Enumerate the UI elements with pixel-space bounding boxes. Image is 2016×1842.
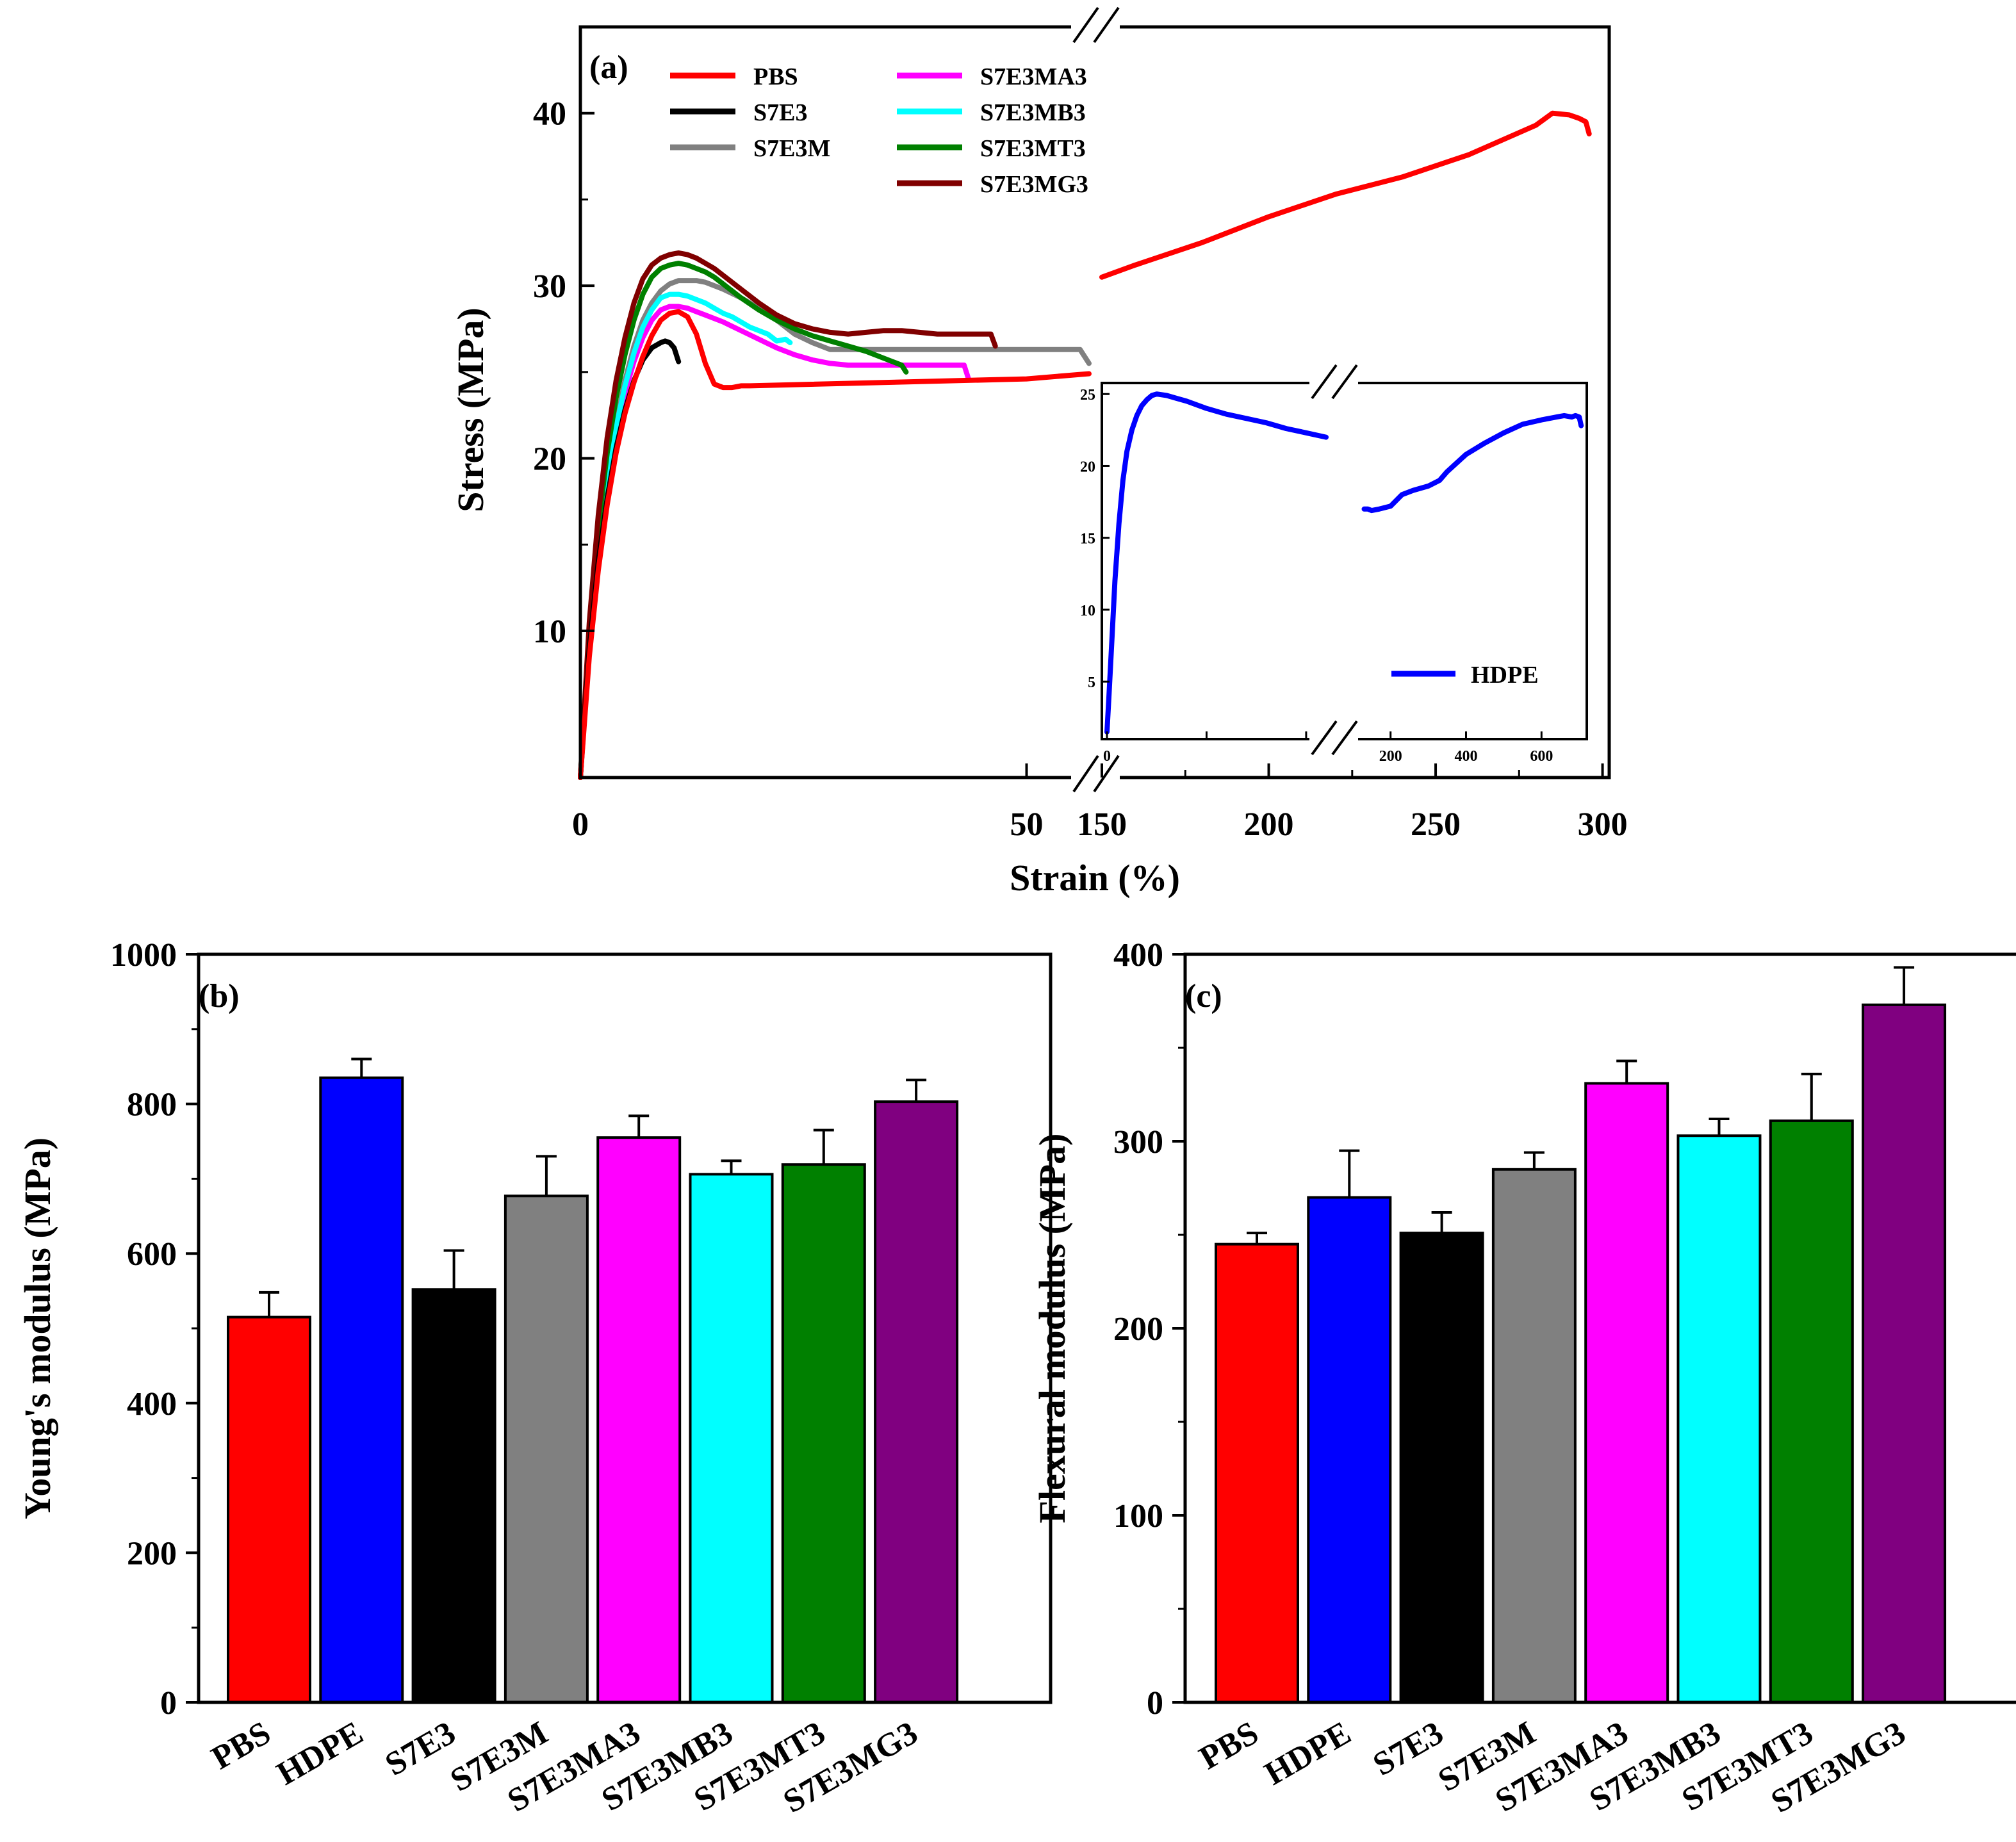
y-tick-label: 1000: [110, 937, 177, 974]
y-tick-label-a: 20: [533, 441, 566, 478]
inset-y-tick-label: 25: [1080, 387, 1095, 403]
y-axis-label-b: Young's modulus (MPa): [17, 1137, 58, 1519]
y-axis-label-c: Flexural modulus (MPa): [1031, 1134, 1073, 1524]
inset-y-tick-label: 10: [1080, 603, 1095, 619]
x-tick-label-a: 200: [1244, 806, 1294, 843]
curve-s7e3mb3: [578, 291, 793, 780]
y-tick-label: 200: [127, 1535, 177, 1572]
curve-s7e3mt3: [578, 261, 909, 780]
hdpe-curve: [1104, 391, 1584, 735]
legend-label-pbs: PBS: [753, 63, 798, 90]
bar-s7e3m: [1491, 1168, 1577, 1704]
inset-x-tick-label: 400: [1455, 748, 1478, 765]
x-tick-label-a: 150: [1077, 806, 1127, 843]
bar-s7e3m: [504, 1194, 589, 1704]
y-tick-label: 0: [1147, 1685, 1163, 1722]
panel-a-label: (a): [589, 49, 628, 86]
inset-frame: [1101, 382, 1588, 740]
inset-y-tick-label: 20: [1080, 459, 1095, 475]
y-tick-label: 800: [127, 1087, 177, 1123]
y-tick-label-a: 10: [533, 614, 566, 650]
bar-s7e3: [1399, 1232, 1484, 1704]
y-tick-label: 600: [127, 1236, 177, 1273]
bar-s7e3mg3: [1862, 1003, 1947, 1704]
legend-label-s7e3mb3: S7E3MB3: [980, 99, 1086, 126]
stress-strain-curves: [578, 110, 1592, 780]
bar-s7e3ma3: [1584, 1082, 1669, 1704]
x-tick-label-a: 300: [1578, 806, 1628, 843]
y-tick-label: 0: [160, 1685, 177, 1722]
x-tick-label-a: 250: [1411, 806, 1461, 843]
x-tick-label-a: 0: [572, 806, 589, 843]
bar-s7e3: [411, 1288, 496, 1704]
curve-hdpe-low-strain: [1104, 391, 1329, 735]
inset-x-tick-label: 200: [1379, 748, 1402, 765]
curve-pbs: [578, 110, 1592, 780]
legend: PBS S7E3 S7E3M S7E3MA3 S7E3MB3 S7E3MT3 S…: [670, 63, 1088, 198]
legend-label-s7e3mg3: S7E3MG3: [980, 171, 1088, 198]
hdpe-inset: 5 10 15 20 25 0 200 400 600 HDPE: [1080, 364, 1588, 765]
bar-s7e3mb3: [689, 1173, 774, 1704]
inset-axes: 5 10 15 20 25 0 200 400 600: [1080, 387, 1553, 765]
panel-c-label: (c): [1185, 978, 1222, 1015]
legend-label-s7e3ma3: S7E3MA3: [980, 63, 1087, 90]
curve-hdpe-high-strain: [1361, 412, 1584, 514]
bar-s7e3ma3: [596, 1136, 682, 1704]
bar-s7e3mb3: [1676, 1134, 1762, 1704]
inset-y-tick-label: 15: [1080, 531, 1095, 548]
legend-label-s7e3: S7E3: [753, 99, 807, 126]
inset-y-tick-label: 5: [1088, 674, 1095, 691]
y-tick-label: 400: [1113, 937, 1163, 974]
y-tick-label: 100: [1113, 1498, 1163, 1535]
x-axis-label-a: Strain (%): [1010, 857, 1180, 899]
legend-label-s7e3m: S7E3M: [753, 135, 830, 162]
y-axis-label-a: Stress (MPa): [450, 307, 491, 512]
y-tick-label: 300: [1113, 1124, 1163, 1161]
panel-b-label: (b): [199, 978, 240, 1015]
bar-pbs: [227, 1316, 311, 1704]
bar-s7e3mg3: [874, 1100, 959, 1704]
bar-pbs: [1215, 1243, 1299, 1704]
bar-s7e3mt3: [781, 1163, 866, 1704]
inset-x-tick-label: 0: [1103, 748, 1111, 765]
bar-hdpe: [1307, 1196, 1392, 1704]
bar-s7e3mt3: [1769, 1119, 1854, 1704]
curve-s7e3mg3: [578, 250, 998, 780]
y-tick-label-a: 40: [533, 96, 566, 133]
legend-label-s7e3mt3: S7E3MT3: [980, 135, 1086, 162]
y-tick-label: 400: [127, 1386, 177, 1422]
y-tick-label: 200: [1113, 1311, 1163, 1348]
bars-c: [1215, 966, 1947, 1704]
inset-x-tick-label: 600: [1530, 748, 1553, 765]
inset-legend-label: HDPE: [1471, 662, 1539, 689]
bar-hdpe: [319, 1076, 404, 1704]
y-tick-label-a: 30: [533, 268, 566, 305]
x-tick-label-a: 50: [1010, 806, 1043, 843]
